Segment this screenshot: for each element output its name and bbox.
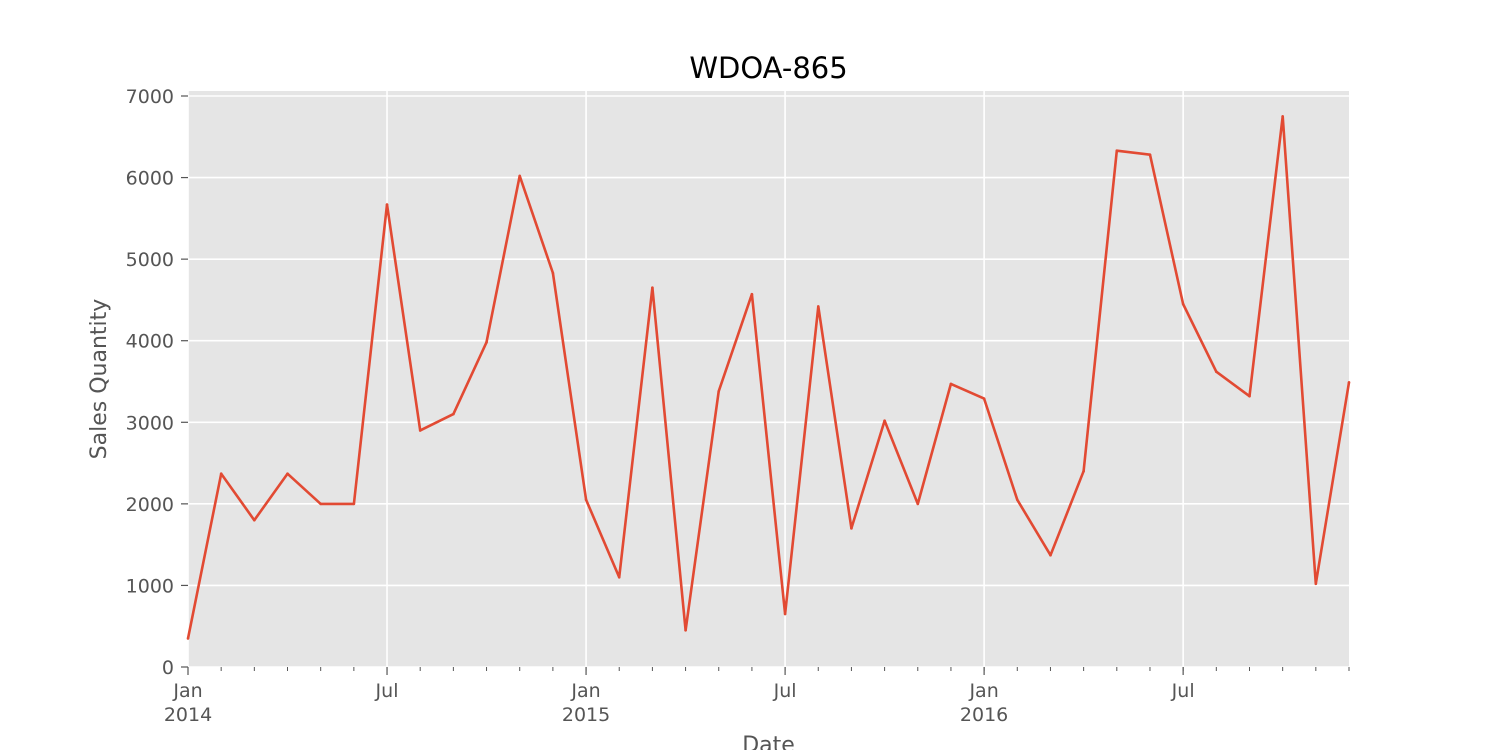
- data-point: [617, 575, 621, 579]
- grid-lines: [187, 91, 1349, 668]
- data-point: [452, 412, 455, 416]
- data-point: [816, 305, 820, 308]
- data-point: [1248, 394, 1251, 398]
- data-point: [1281, 115, 1284, 118]
- data-point: [219, 472, 223, 475]
- data-point: [418, 429, 422, 432]
- data-point: [850, 527, 853, 530]
- data-point: [684, 628, 687, 632]
- data-point: [186, 637, 190, 640]
- x-axis-label: Date: [742, 733, 795, 750]
- chart-title: WDOA-865: [689, 51, 847, 85]
- data-point: [1015, 498, 1019, 502]
- data-point: [783, 612, 787, 616]
- data-point: [1115, 149, 1119, 152]
- x-tick-label: Jul: [1171, 680, 1195, 702]
- x-tick-label: Jan: [968, 680, 998, 702]
- data-point: [385, 203, 389, 206]
- series-layer: [186, 115, 1351, 640]
- y-axis-label: Sales Quantity: [87, 299, 112, 460]
- data-point: [485, 341, 488, 344]
- plot-area: [188, 91, 1349, 667]
- data-point: [1049, 553, 1052, 557]
- data-point: [1215, 370, 1218, 374]
- y-tick-label: 1000: [126, 575, 174, 597]
- data-point: [1314, 582, 1318, 586]
- y-axis: 0 1000 2000 3000 4000 5000 6000 7000: [126, 86, 188, 679]
- x-tick-label: Jan: [172, 680, 202, 702]
- data-point: [1082, 469, 1085, 473]
- x-tick-label: Jul: [773, 680, 797, 702]
- x-tick-year-label: 2015: [562, 704, 610, 726]
- x-tick-label: Jul: [375, 680, 399, 702]
- data-point: [949, 382, 953, 386]
- data-point: [1181, 302, 1185, 306]
- data-point: [916, 502, 920, 506]
- x-tick-label: Jan: [570, 680, 600, 702]
- series-line: [186, 115, 1351, 639]
- data-point: [1148, 153, 1152, 157]
- x-tick-year-label: 2014: [164, 704, 212, 726]
- data-point: [982, 397, 986, 400]
- data-point: [584, 498, 588, 502]
- y-tick-label: 0: [162, 657, 174, 679]
- data-point: [717, 389, 721, 393]
- data-point: [750, 292, 754, 296]
- data-point: [352, 502, 356, 506]
- data-point: [883, 419, 886, 422]
- data-point: [551, 271, 555, 275]
- data-point: [253, 518, 256, 522]
- data-point: [518, 174, 522, 178]
- y-tick-label: 7000: [126, 86, 174, 108]
- data-point: [319, 502, 322, 506]
- y-tick-label: 5000: [126, 249, 174, 271]
- y-tick-label: 2000: [126, 494, 174, 516]
- y-tick-label: 6000: [126, 168, 174, 190]
- data-point: [651, 286, 654, 289]
- y-tick-label: 3000: [126, 412, 174, 434]
- data-point: [286, 472, 289, 475]
- y-tick-label: 4000: [126, 331, 174, 353]
- data-point: [1347, 381, 1351, 384]
- x-tick-year-label: 2016: [960, 704, 1008, 726]
